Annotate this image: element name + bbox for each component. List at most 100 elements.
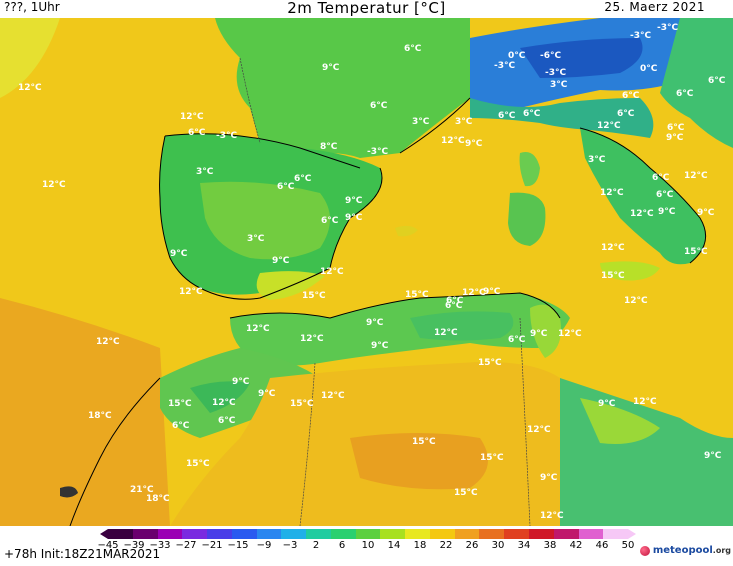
colorbar-swatch (578, 529, 604, 539)
sardinia-land (508, 192, 546, 246)
brand-dot-icon (639, 545, 650, 556)
temperature-label: 9°C (345, 213, 363, 223)
colorbar-swatch (553, 529, 579, 539)
colorbar-swatch (157, 529, 183, 539)
colorbar-tick-label: 14 (387, 540, 401, 551)
temperature-label: 6°C (676, 89, 694, 99)
colorbar-tick-label: 2 (312, 540, 320, 551)
temperature-label: 21°C (130, 485, 154, 495)
temperature-label: 12°C (600, 188, 624, 198)
temperature-label: 18°C (146, 494, 170, 504)
colorbar-swatch (479, 529, 505, 539)
temperature-label: 15°C (480, 453, 504, 463)
temperature-label: 6°C (622, 91, 640, 101)
atlas-high (190, 381, 250, 413)
colorbar-ticks: −45 −39 −33 −27 −21 −15 −9 −3 2 6 10 14 18 22 26 30 34 38… (97, 540, 634, 552)
temperature-label: 6°C (294, 174, 312, 184)
colorbar-tick-label: −3 (282, 540, 298, 551)
colorbar-tick-label: 46 (595, 540, 609, 551)
maghreb-coast (230, 293, 570, 366)
colorbar-swatch (380, 529, 406, 539)
temperature-label: 6°C (656, 190, 674, 200)
temperature-label: 6°C (508, 335, 526, 345)
temperature-label: 3°C (412, 117, 430, 127)
temperature-label: -3°C (367, 147, 388, 157)
temperature-label: 15°C (168, 399, 192, 409)
temperature-label: 12°C (684, 171, 708, 181)
colorbar-swatch (405, 529, 430, 539)
temperature-label: 12°C (246, 324, 270, 334)
map-canvas: 12°C6°C0°C -6°C-3°C-3°C-3°C-3°C0°C3°C6°C 6… (0, 18, 733, 526)
sahara-warm (350, 433, 488, 490)
temperature-label: 9°C (232, 377, 250, 387)
italy-land (580, 128, 706, 265)
kabylie-cool (410, 311, 514, 341)
temperature-label: 9°C (540, 473, 558, 483)
temperature-label: 12°C (462, 288, 486, 298)
colorbar (108, 529, 629, 539)
temperature-label: 12°C (321, 391, 345, 401)
temperature-label: 6°C (277, 182, 295, 192)
po-valley (470, 98, 654, 138)
temperature-label: 12°C (212, 398, 236, 408)
colorbar-swatch (108, 529, 133, 539)
atlantic-north (0, 18, 60, 98)
temperature-label: 3°C (247, 234, 265, 244)
temperature-label: 6°C (218, 416, 236, 426)
temperature-label: 9°C (345, 196, 363, 206)
brand-logo[interactable]: meteopool .org (639, 545, 731, 556)
footer: −45 −39 −33 −27 −21 −15 −9 −3 2 6 10 14 18 22 26 30 34 38… (0, 526, 733, 566)
temperature-label: 8°C (320, 142, 338, 152)
temperature-label: 0°C (508, 51, 526, 61)
temperature-label: 3°C (550, 80, 568, 90)
temperature-label: 6°C (617, 109, 635, 119)
temperature-label: 12°C (179, 287, 203, 297)
temperature-label: -3°C (216, 131, 237, 141)
temperature-label: 9°C (322, 63, 340, 73)
temperature-label: 18°C (88, 411, 112, 421)
colorbar-tick-label: 42 (569, 540, 583, 551)
temperature-label: 15°C (405, 290, 429, 300)
temperature-label: 9°C (666, 133, 684, 143)
init-time: +78h Init:18Z21MAR2021 (4, 547, 161, 561)
colorbar-tick-label: 30 (491, 540, 505, 551)
colorbar-tick-label: 50 (621, 540, 635, 551)
run-label: ???, 1Uhr (4, 0, 60, 14)
canary-islands (60, 486, 78, 498)
temperature-label: 9°C (658, 207, 676, 217)
colorbar-tick-label: 22 (439, 540, 453, 551)
corsica-land (519, 152, 540, 187)
temperature-label: 12°C (597, 121, 621, 131)
temperature-label: 15°C (601, 271, 625, 281)
temperature-label: 12°C (630, 209, 654, 219)
colorbar-swatch (603, 529, 629, 539)
temperature-label: 6°C (446, 296, 464, 306)
temperature-label: 6°C (370, 101, 388, 111)
temperature-map[interactable]: 12°C 6°C 0°C -6°C -3°C -3°C -3°C -3°C 0°C 3°C 6°C 6… (0, 18, 733, 526)
temperature-label: 12°C (540, 511, 564, 521)
balearic-islands (395, 225, 418, 237)
colorbar-tick-label: −39 (123, 540, 145, 551)
colorbar-swatch (529, 529, 554, 539)
temperature-label: 12°C (96, 337, 120, 347)
colorbar-swatch (504, 529, 530, 539)
colorbar-swatch (132, 529, 158, 539)
coastlines (69, 97, 707, 526)
colorbar-tick-label: 10 (361, 540, 375, 551)
temperature-label: 6°C (404, 44, 422, 54)
colorbar-tick-label: −33 (149, 540, 171, 551)
temperature-label: 12°C (527, 425, 551, 435)
temperature-label: 12°C (558, 329, 582, 339)
temperature-label: 12°C (633, 397, 657, 407)
temperature-label: 15°C (302, 291, 326, 301)
france-land (215, 18, 470, 158)
sicily-land (600, 261, 660, 281)
temperature-label: 3°C (455, 117, 473, 127)
temperature-label: 9°C (371, 341, 389, 351)
temperature-label: 6°C (321, 216, 339, 226)
temperature-labels: 12°C6°C0°C -6°C-3°C-3°C-3°C-3°C0°C3°C6°C 6… (18, 23, 726, 521)
colorbar-swatch (231, 529, 257, 539)
colorbar-swatch (306, 529, 331, 539)
temperature-label: 9°C (258, 389, 276, 399)
forecast-date: 25. Maerz 2021 (604, 0, 705, 14)
